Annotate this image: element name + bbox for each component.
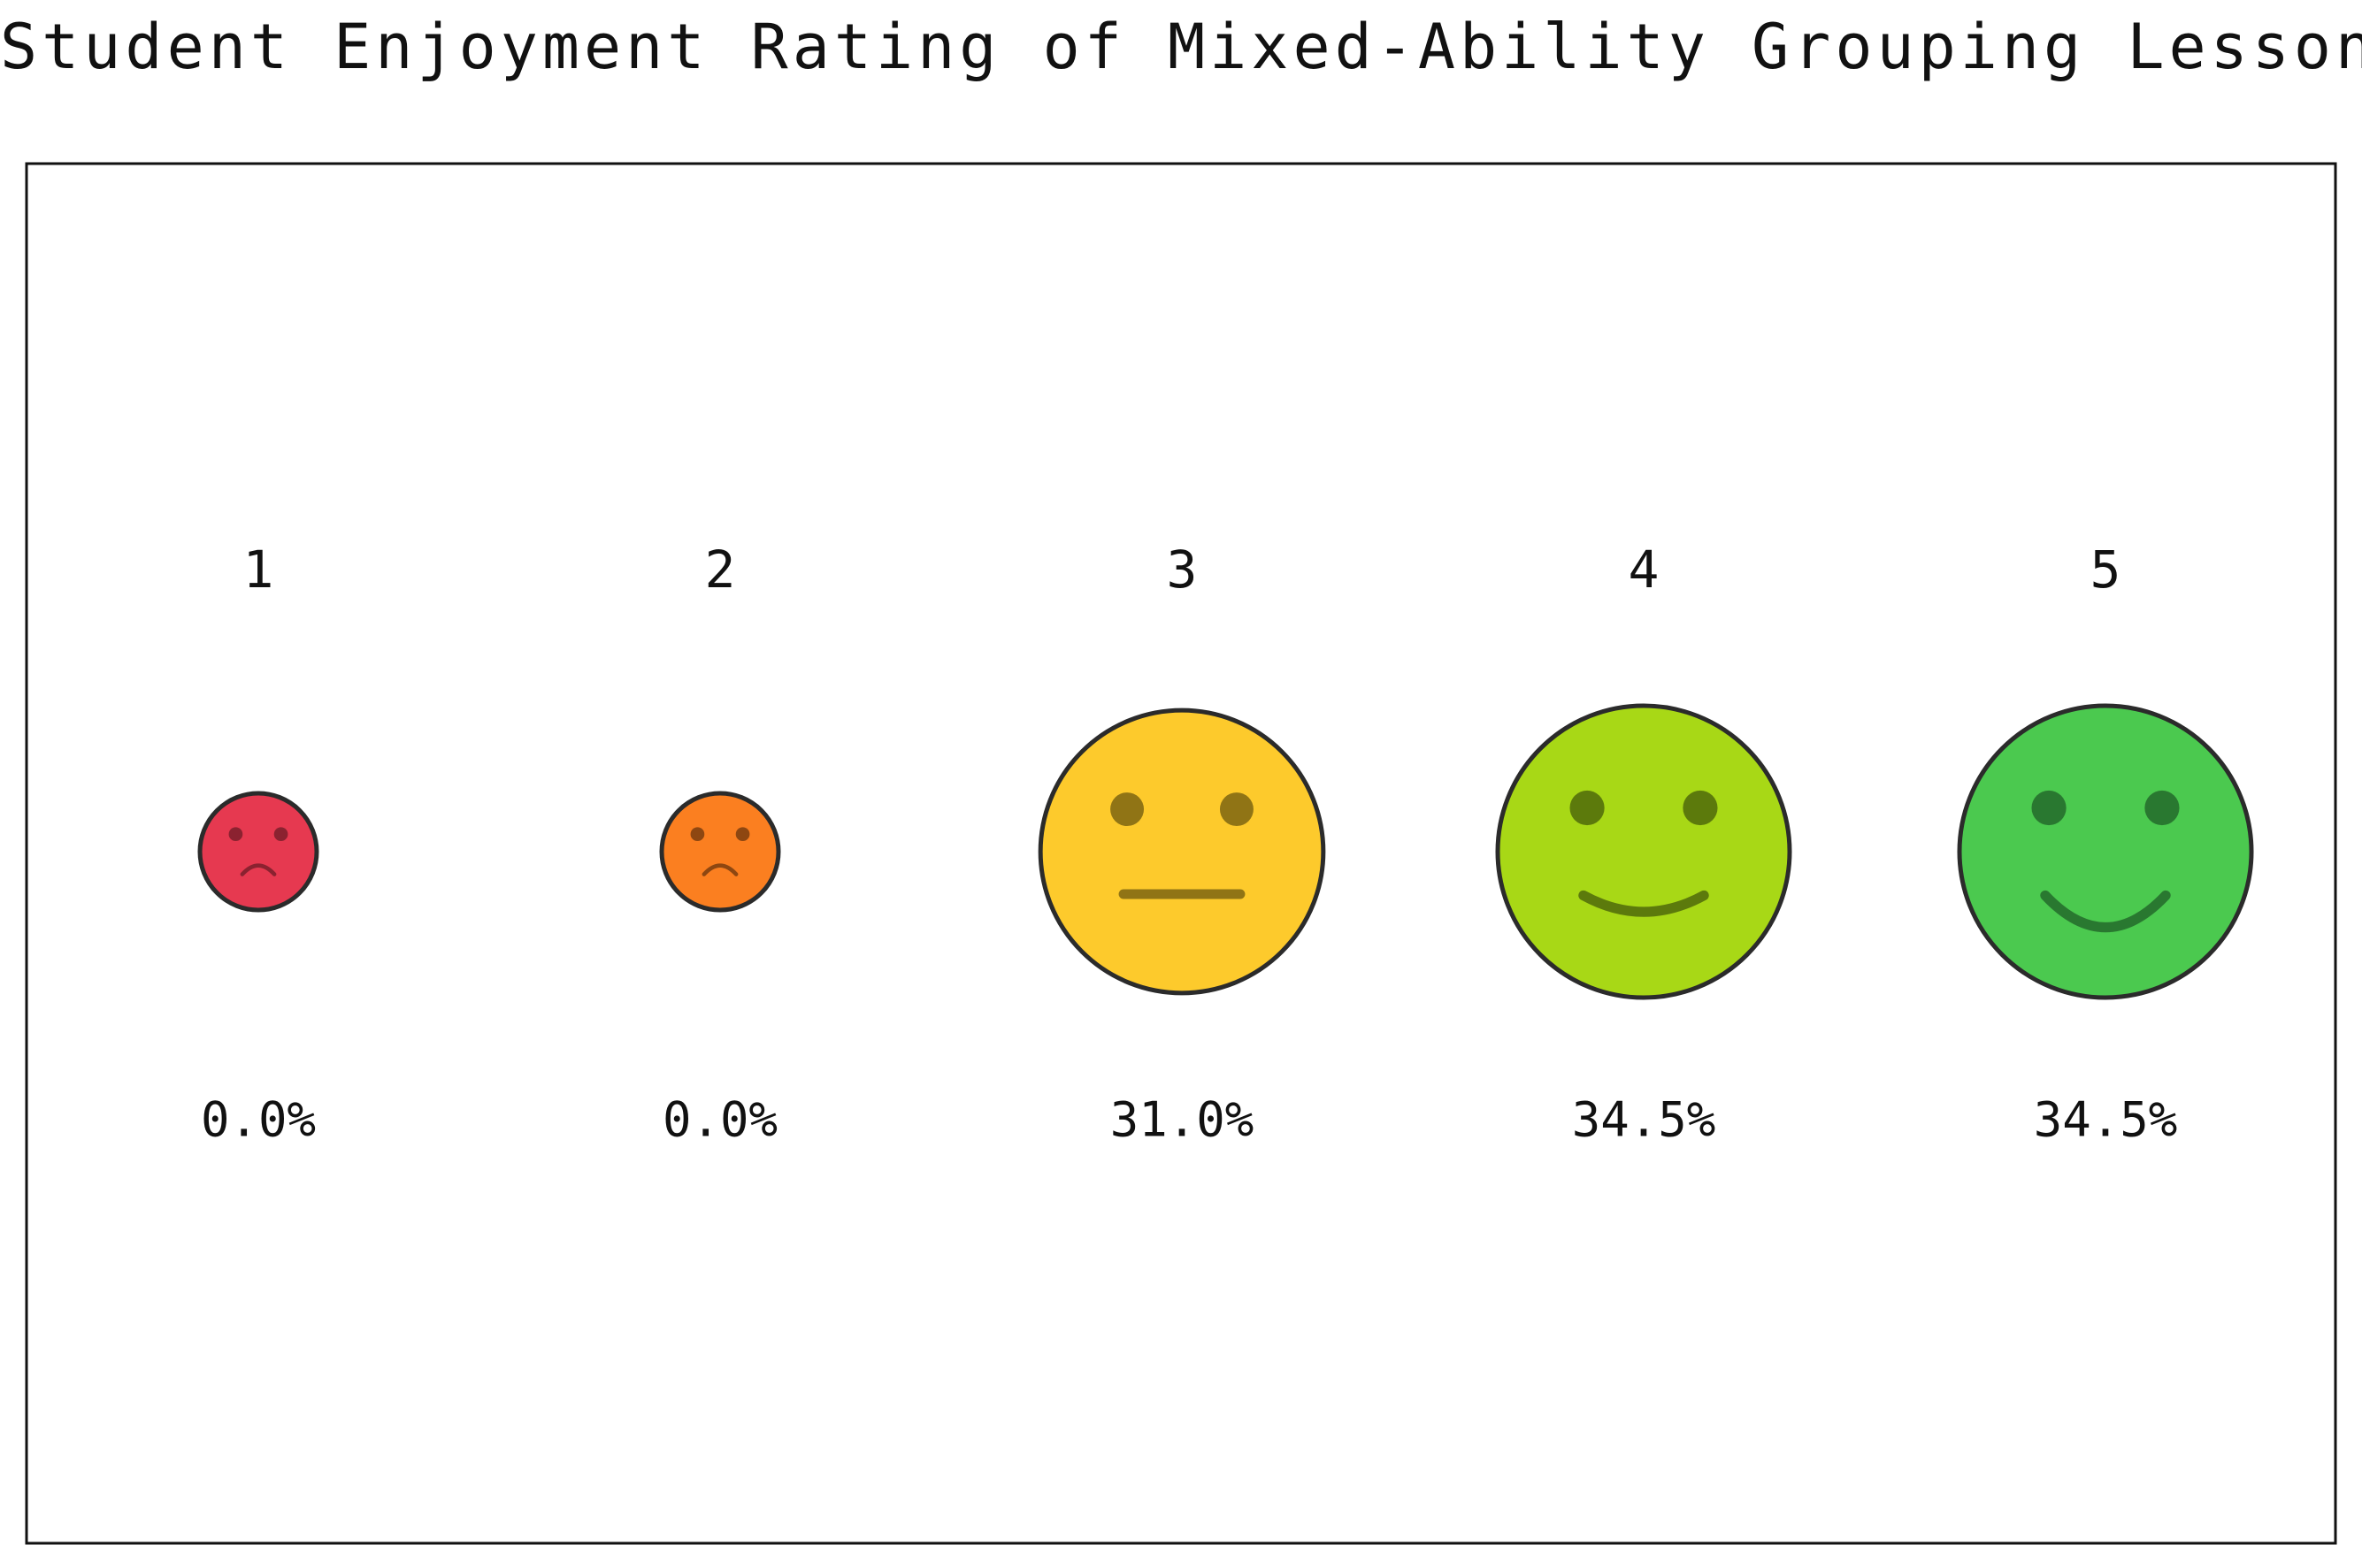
mouth bbox=[2040, 890, 2171, 933]
rating-item-1: 1 0.0% bbox=[197, 539, 319, 1148]
rating-item-5: 5 34.5% bbox=[1957, 539, 2254, 1148]
rating-item-3: 3 31.0% bbox=[1038, 539, 1326, 1148]
left-eye bbox=[1110, 792, 1145, 827]
mouth bbox=[1578, 890, 1709, 917]
mouth bbox=[240, 863, 277, 876]
mouth bbox=[702, 863, 739, 876]
rating-label-2: 2 bbox=[705, 539, 736, 600]
percent-label-3: 31.0% bbox=[1110, 1092, 1254, 1148]
left-eye bbox=[1569, 790, 1605, 826]
happy-face-icon bbox=[1495, 703, 1792, 1000]
left-eye bbox=[690, 827, 705, 842]
neutral-face-icon bbox=[1038, 708, 1326, 996]
rating-item-4: 4 34.5% bbox=[1495, 539, 1792, 1148]
rating-items: 1 0.0% 2 0.0% 3 31.0% 4 34.5% 5 34.5% bbox=[197, 539, 2254, 1148]
percent-label-1: 0.0% bbox=[201, 1092, 316, 1148]
percent-label-5: 34.5% bbox=[2034, 1092, 2178, 1148]
left-eye bbox=[228, 827, 243, 842]
rating-label-5: 5 bbox=[2090, 539, 2121, 600]
right-eye bbox=[273, 827, 288, 842]
right-eye bbox=[2144, 790, 2180, 826]
right-eye bbox=[1683, 790, 1718, 826]
rating-label-3: 3 bbox=[1167, 539, 1198, 600]
percent-label-4: 34.5% bbox=[1572, 1092, 1716, 1148]
rating-label-1: 1 bbox=[243, 539, 274, 600]
sad-face-icon bbox=[659, 791, 781, 913]
right-eye bbox=[1219, 792, 1254, 827]
plot-frame bbox=[25, 162, 2337, 1545]
very-sad-face-icon bbox=[197, 791, 319, 913]
very-happy-face-icon bbox=[1957, 703, 2254, 1000]
right-eye bbox=[735, 827, 750, 842]
percent-label-2: 0.0% bbox=[663, 1092, 778, 1148]
left-eye bbox=[2031, 790, 2067, 826]
rating-label-4: 4 bbox=[1629, 539, 1660, 600]
chart-title: Student Enjoyment Rating of Mixed-Abilit… bbox=[0, 11, 2362, 83]
rating-item-2: 2 0.0% bbox=[659, 539, 781, 1148]
